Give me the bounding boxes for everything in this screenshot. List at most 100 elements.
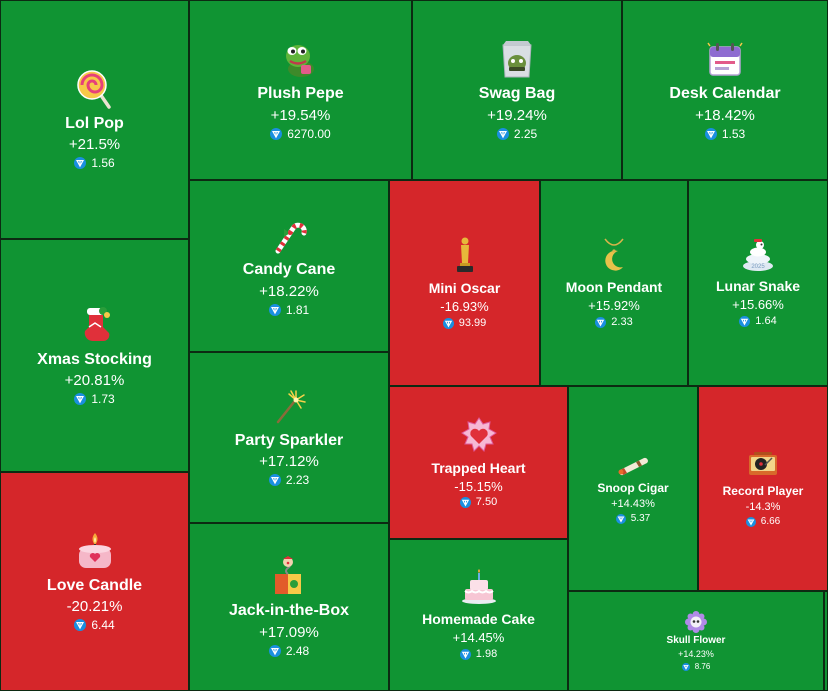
gift-name: Swag Bag (478, 85, 556, 103)
price-row: 2.23 (268, 473, 310, 487)
tile-swag-bag[interactable]: Swag Bag +19.24% 2.25 (412, 0, 622, 180)
ton-coin-icon (615, 514, 626, 525)
tile-jack-in-the-box[interactable]: Jack-in-the-Box +17.09% 2.48 (189, 523, 389, 691)
tile-lunar-snake[interactable]: 2025 Lunar Snake +15.66% 1.64 (688, 180, 828, 386)
gift-name: Xmas Stocking (37, 350, 152, 368)
price-row: 6.44 (74, 618, 115, 632)
price-change: +17.09% (259, 623, 319, 641)
ton-coin-icon (496, 127, 509, 140)
tile-plush-pepe[interactable]: Plush Pepe +19.54% 6270.00 (189, 0, 412, 180)
sparkler-icon (270, 388, 308, 426)
price-change: +18.42% (695, 106, 755, 124)
tile-xmas-stocking[interactable]: Xmas Stocking +20.81% 1.73 (0, 239, 189, 472)
swag-bag-icon (499, 39, 535, 79)
cigar-icon (616, 452, 650, 476)
price-value: 6.66 (760, 516, 781, 528)
gift-name: Record Player (722, 483, 804, 498)
tile-party-sparkler[interactable]: Party Sparkler +17.12% 2.23 (189, 352, 389, 523)
ton-coin-icon (595, 316, 607, 328)
price-row: 8.76 (681, 662, 710, 672)
ton-coin-icon (745, 517, 756, 528)
price-value: 2.25 (513, 126, 538, 141)
skull-flower-icon (685, 610, 707, 633)
gift-name: Moon Pendant (565, 279, 663, 296)
gift-name: Love Candle (46, 576, 143, 594)
price-row: 1.73 (74, 392, 115, 406)
gift-name: Skull Flower (666, 634, 726, 646)
price-change: -16.93% (440, 299, 489, 315)
tile-moon-pendant[interactable]: Moon Pendant +15.92% 2.33 (540, 180, 688, 386)
tile-candy-cane[interactable]: Candy Cane +18.22% 1.81 (189, 180, 389, 352)
price-change: +18.22% (259, 282, 319, 300)
price-value: 5.37 (630, 513, 651, 525)
price-change: -20.21% (66, 598, 123, 615)
price-row: 7.50 (459, 496, 498, 509)
tile-lol-pop[interactable]: Lol Pop +21.5% 1.56 (0, 0, 189, 239)
ton-coin-icon (442, 317, 454, 329)
lollipop-icon (76, 69, 114, 109)
price-change: -14.3% (745, 501, 781, 514)
tile-skull-flower[interactable]: Skull Flower +14.23% 8.76 (568, 591, 824, 691)
price-value: 93.99 (458, 316, 487, 329)
tile-desk-calendar[interactable]: Desk Calendar +18.42% 1.53 (622, 0, 828, 180)
tile-homemade-cake[interactable]: Homemade Cake +14.45% 1.98 (389, 539, 568, 691)
lunar-snake-icon: 2025 (740, 238, 776, 272)
gift-name: Plush Pepe (257, 85, 344, 103)
price-row: 2.25 (496, 126, 538, 141)
price-value: 7.50 (475, 496, 498, 509)
price-value: 1.73 (91, 392, 115, 406)
candy-cane-icon (270, 215, 308, 255)
price-value: 2.48 (285, 643, 310, 658)
price-row: 1.81 (268, 302, 310, 317)
price-row: 93.99 (442, 316, 487, 330)
price-row: 2.33 (595, 316, 633, 329)
price-row: 6270.00 (270, 126, 331, 141)
plush-pepe-icon (281, 39, 321, 79)
price-value: 1.53 (721, 126, 746, 141)
price-change: +14.45% (452, 630, 505, 646)
price-value: 2.23 (285, 473, 310, 487)
price-row: 6.66 (745, 516, 781, 528)
oscar-statuette-icon (454, 236, 476, 274)
price-change: +17.12% (259, 453, 319, 470)
price-change: +14.23% (678, 649, 714, 660)
gift-name: Candy Cane (242, 261, 336, 279)
ton-coin-icon (459, 648, 471, 660)
price-row: 1.64 (739, 315, 777, 328)
ton-coin-icon (681, 662, 690, 671)
price-value: 1.56 (91, 156, 115, 170)
svg-text:2025: 2025 (751, 264, 765, 270)
gift-name: Desk Calendar (669, 85, 781, 103)
price-change: +19.24% (487, 106, 547, 124)
gift-name: Lol Pop (65, 114, 124, 132)
gift-name: Homemade Cake (422, 611, 535, 628)
ton-coin-icon (459, 497, 471, 509)
tile-record-player[interactable]: Record Player -14.3% 6.66 (698, 386, 828, 591)
price-change: -15.15% (454, 478, 503, 494)
tile-trapped-heart[interactable]: Trapped Heart -15.15% 7.50 (389, 386, 568, 539)
tile-snoop-cigar[interactable]: Snoop Cigar +14.43% 5.37 (568, 386, 698, 591)
price-value: 6270.00 (287, 126, 331, 141)
record-player-icon (746, 449, 780, 479)
tile-edge-sliver[interactable] (824, 591, 828, 691)
candle-icon (75, 531, 115, 571)
ton-coin-icon (268, 303, 281, 316)
gift-name: Snoop Cigar (597, 480, 669, 495)
price-value: 1.81 (285, 302, 310, 317)
moon-pendant-icon (599, 237, 629, 273)
price-row: 1.53 (704, 126, 746, 141)
tile-love-candle[interactable]: Love Candle -20.21% 6.44 (0, 472, 189, 691)
ton-coin-icon (704, 127, 717, 140)
gift-name: Lunar Snake (715, 278, 801, 295)
tile-mini-oscar[interactable]: Mini Oscar -16.93% 93.99 (389, 180, 540, 386)
ton-coin-icon (268, 644, 281, 657)
trapped-heart-icon (460, 416, 498, 454)
price-change: +19.54% (270, 106, 331, 124)
price-value: 1.98 (475, 647, 498, 660)
xmas-stocking-icon (75, 305, 115, 345)
gift-name: Party Sparkler (234, 431, 344, 449)
ton-coin-icon (74, 393, 87, 406)
price-change: +20.81% (64, 372, 125, 389)
price-row: 5.37 (615, 513, 651, 525)
